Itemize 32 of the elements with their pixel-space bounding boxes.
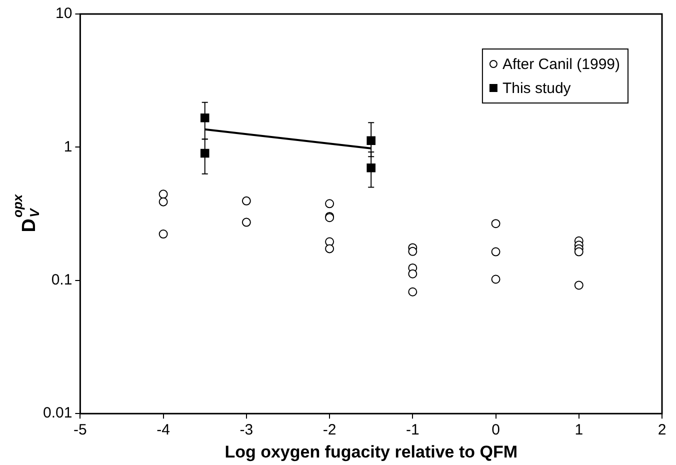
point [158, 197, 168, 206]
point [242, 218, 251, 227]
point [325, 199, 334, 208]
y-tick-label: 0.1 [51, 272, 72, 289]
point [491, 219, 500, 228]
x-tick-label: 0 [492, 422, 500, 439]
point [242, 196, 251, 206]
x-axis-title: Log oxygen fugacity relative to QFM [224, 442, 518, 462]
point [408, 269, 418, 278]
point [200, 113, 210, 122]
point [325, 244, 334, 254]
legend-label: After Canil (1999) [502, 56, 620, 74]
point [574, 280, 584, 290]
y-axis-title: DVopx [10, 194, 42, 232]
x-tick-label: 1 [574, 422, 584, 439]
y-tick-label: 10 [56, 5, 72, 22]
y-tick-label: 0.01 [42, 404, 72, 422]
x-tick-label: 2 [658, 422, 666, 439]
point [491, 247, 500, 256]
x-tick-label: -1 [406, 422, 420, 439]
x-tick-label: -5 [74, 422, 87, 439]
x-tick-label: -2 [322, 422, 336, 439]
point [574, 247, 584, 256]
point [158, 230, 168, 239]
y-tick-label: 1 [64, 138, 72, 156]
point [158, 190, 168, 199]
x-tick-label: -4 [156, 422, 170, 439]
point [408, 246, 418, 256]
x-tick-label: -3 [240, 422, 254, 439]
legend-label: This study [502, 80, 572, 98]
point [408, 287, 418, 296]
point [491, 274, 500, 284]
